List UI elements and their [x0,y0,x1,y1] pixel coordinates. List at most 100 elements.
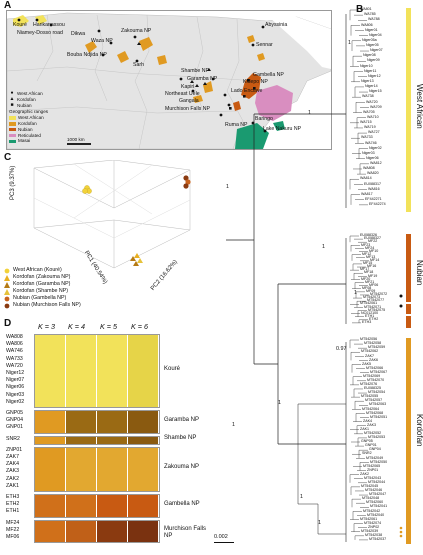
clade-bar-kordofan [406,338,411,544]
sample-label: MF24 [6,519,20,526]
place-label: Niamey-Dosso road [17,30,63,36]
structure-k-column [35,520,65,543]
structure-k-column [128,411,158,433]
place-label: Murchison Falls NP [165,106,210,112]
structure-k-column [97,447,127,491]
place-label: Gambella NP [253,72,284,78]
range-map: Kouré Harikanassou Niamey-Dosso road Dik… [6,10,332,150]
support-value: 1 [354,290,357,296]
tree-tip-label: GNP05 [361,439,373,444]
tree-tip-label: WA785 [364,12,376,17]
place-label: Sarh [133,62,144,68]
tip-marker [399,304,403,308]
support-value: 1 [232,422,235,428]
tree-tip-label: MT542071 [364,304,382,309]
structure-plot: K = 3 K = 4 K = 5 K = 6 WA808 WA806 WA746 W… [6,322,216,544]
tree-tip-label: MT542043 [364,475,382,480]
support-value: 1 [348,40,351,46]
tree-tip-label: MT542040 [367,512,385,517]
triangle-marker-icon [4,281,10,288]
tree-tip-label: Niger05 [366,43,379,48]
structure-k-column [128,520,158,543]
tree-tip-label: WA709 [370,104,382,109]
structure-k-column [66,436,96,444]
pca-cluster-kordofan [130,253,143,266]
pca-legend-label: Nubian (Gambella NP) [13,295,67,301]
structure-k-column [66,447,96,491]
place-label: Zakouma NP [121,28,152,34]
place-label: Waza NP [91,38,113,44]
tree-tip-label: ZAK5 [362,361,371,366]
tree-tip-label: Niger01 [365,27,378,32]
tree-tip-label: MT542048 [362,496,380,501]
tree-tip-label: WA705 [363,109,375,114]
sample-label: GNP04 [6,417,24,424]
tree-tip-label: Niger03 [362,150,375,155]
tree-tip-label: MT542039 [361,528,379,533]
tree-tip-label: WA817 [361,191,373,196]
tree-tip-label: ZAK4 [363,418,372,423]
place-label: Shambe NP [181,68,209,74]
group-label: Garamba NP [164,416,200,423]
tip-marker [399,534,403,538]
tree-tip-label: ZAK3 [367,422,376,427]
structure-group-block [34,519,160,544]
place-label: Abyssinia [265,22,288,28]
tree-tip-label: MT542061 [360,516,378,521]
pca-plot: PC3 (9.37%) PC1 (40.54%) PC2 (16.62%) [4,159,214,320]
structure-k-column [97,520,127,543]
tree-tip-label: MT542065 [363,463,381,468]
panel-letter-a: A [4,0,12,11]
tree-tip-label: WA808 [363,166,375,171]
square-marker-icon: ■ [10,101,14,108]
tree-tip-label: MT542056 [360,337,378,342]
panel-letter-d: D [4,318,12,329]
tree-tip-label: Niger08 [363,53,376,58]
place-label: Kouré [13,22,27,28]
tree-tip-label: WA814 [360,176,372,181]
structure-k-column [97,495,127,517]
tree-tip-label: Niger15 [369,89,382,94]
place-label: Kapiri [181,84,195,90]
tree-tip-label: GNP01 [365,443,377,448]
range-swatch [9,139,16,144]
tree-tip-label: ZAK6 [369,357,378,362]
tree-tip-label: MT542044 [368,480,386,484]
tree-tip-label: Niger07 [370,48,383,53]
tree-tip-label: MF08 [362,285,372,290]
tree-tip-label: MF22 [368,239,378,244]
tree-tip-label: ZNP01 [367,467,379,472]
tree-tip-label: EU088325 [364,386,381,391]
pca-points [82,175,191,266]
tree-tip-label: MT542051 [370,414,388,419]
tree-tip-label: WA820 [367,171,379,176]
tree-tip-label: MT542045 [361,484,379,489]
tree-tip-label: MT542077 [367,298,385,303]
tree-tip-label: ETH1 [365,313,375,318]
tree-tip-label: MF09 [366,289,376,294]
structure-k-column [128,436,158,444]
tip-marker [399,294,403,298]
sample-label: ZAK4 [6,461,19,468]
tip-marker [399,526,403,530]
circle-marker-icon [4,303,10,308]
place-label: Bouba Ndjida NP [67,52,107,58]
clade-label-nubian: Nubian [415,260,423,286]
support-value: 1 [226,184,229,190]
structure-k-column [35,335,65,407]
tree-tip-label: MT542037 [369,537,387,542]
structure-k-column [97,436,127,444]
structure-k-column [35,436,65,444]
tree-tip-label: ETH3 [362,320,372,325]
structure-k-column [66,495,96,517]
tree-tip-label: WA727 [368,130,380,135]
sample-label: ZAK2 [6,475,19,482]
pca-cluster-nubian [183,175,191,189]
tree-tip-label: ZAK2 [360,471,369,476]
clade-bar-nubian [406,234,411,302]
k-label: K = 5 [100,322,117,331]
sample-label: Niger03 [6,391,25,398]
tree-tip-label: WA733 [361,135,373,140]
tree-tip-label: MF21 [365,279,375,284]
support-value: 1 [278,400,281,406]
